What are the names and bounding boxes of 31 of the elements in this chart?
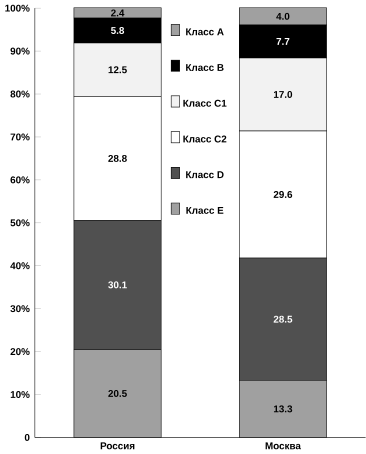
legend-label: Класс A xyxy=(186,28,224,36)
legend-label: Класс D xyxy=(186,171,224,178)
data-label: 28.8 xyxy=(108,154,127,162)
data-label: 28.5 xyxy=(274,316,292,323)
y-tick-label: 30% xyxy=(10,305,30,312)
data-label: 4.0 xyxy=(276,12,290,20)
data-label: 2.4 xyxy=(111,9,124,16)
x-tick-label: Россия xyxy=(100,442,134,450)
data-label: 30.1 xyxy=(108,281,127,288)
y-tick-label: 0 xyxy=(24,434,30,441)
y-tick-label: 10% xyxy=(10,391,30,398)
y-tick-label: 50% xyxy=(10,219,30,226)
data-label: 13.3 xyxy=(274,405,292,412)
data-label: 7.7 xyxy=(276,38,290,45)
y-tick-label: 40% xyxy=(10,262,30,270)
data-label: 20.5 xyxy=(108,390,127,397)
data-label: 12.5 xyxy=(108,66,127,74)
data-label: 17.0 xyxy=(274,90,292,98)
legend-label: Класс B xyxy=(186,64,224,71)
legend-label: Класс C2 xyxy=(183,136,226,142)
data-label: 5.8 xyxy=(111,27,124,34)
legend-label: Класс E xyxy=(186,206,224,214)
y-tick-label: 100% xyxy=(5,4,30,12)
legend-label: Класс C1 xyxy=(183,100,227,107)
x-tick-label: Москва xyxy=(266,442,301,450)
y-tick-label: 20% xyxy=(10,348,30,356)
y-tick-label: 80% xyxy=(10,90,30,98)
y-tick-label: 90% xyxy=(10,48,30,55)
data-label: 29.6 xyxy=(274,191,292,198)
y-tick-label: 70% xyxy=(10,133,30,140)
y-tick-label: 60% xyxy=(10,176,30,184)
